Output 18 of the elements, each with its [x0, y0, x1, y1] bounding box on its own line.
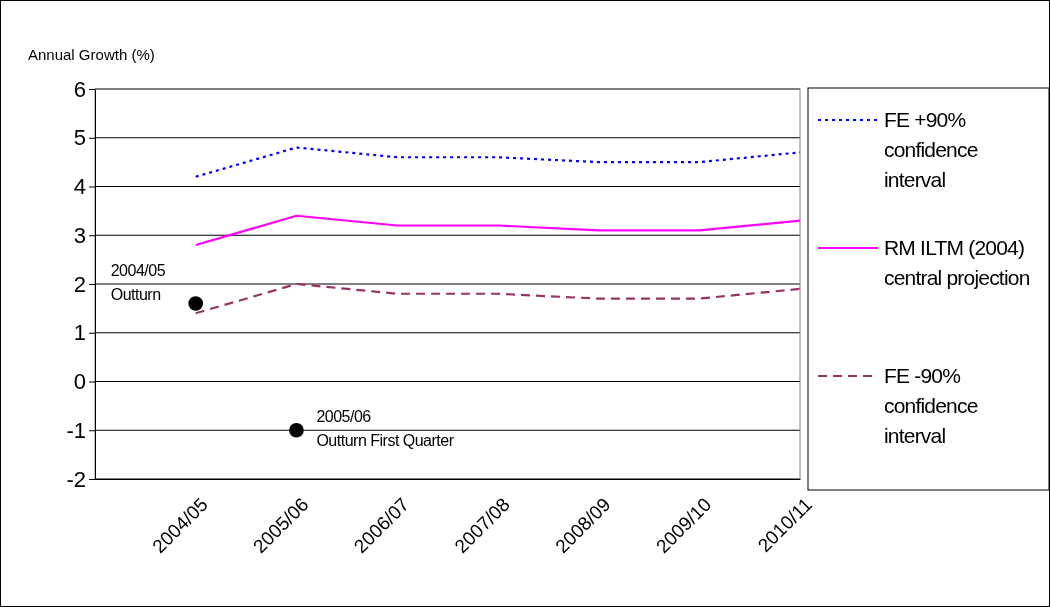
y-tick-label: 3 — [73, 222, 86, 248]
y-tick-label: -2 — [66, 466, 86, 492]
annotation: 2005/06 Outturn First Quarter — [316, 408, 455, 450]
line-series — [194, 282, 802, 315]
y-tick-label: 4 — [73, 174, 86, 200]
y-tick-label: 6 — [73, 76, 86, 102]
y-tick-label: -1 — [66, 417, 86, 443]
line-series — [194, 214, 802, 247]
y-tick-label: 1 — [73, 320, 86, 346]
legend-label: RM ILTM (2004) central projection — [884, 236, 1030, 289]
legend-label: FE +90% confidence interval — [884, 108, 978, 191]
y-tick-label: 5 — [73, 125, 86, 151]
y-tick-label: 0 — [73, 369, 86, 395]
line-series — [194, 146, 802, 178]
y-axis-title: Annual Growth (%) — [28, 46, 155, 63]
annotation: 2004/05 Outturn — [110, 261, 166, 303]
legend-label: FE -90% confidence interval — [884, 364, 978, 447]
y-tick-label: 2 — [73, 271, 86, 297]
